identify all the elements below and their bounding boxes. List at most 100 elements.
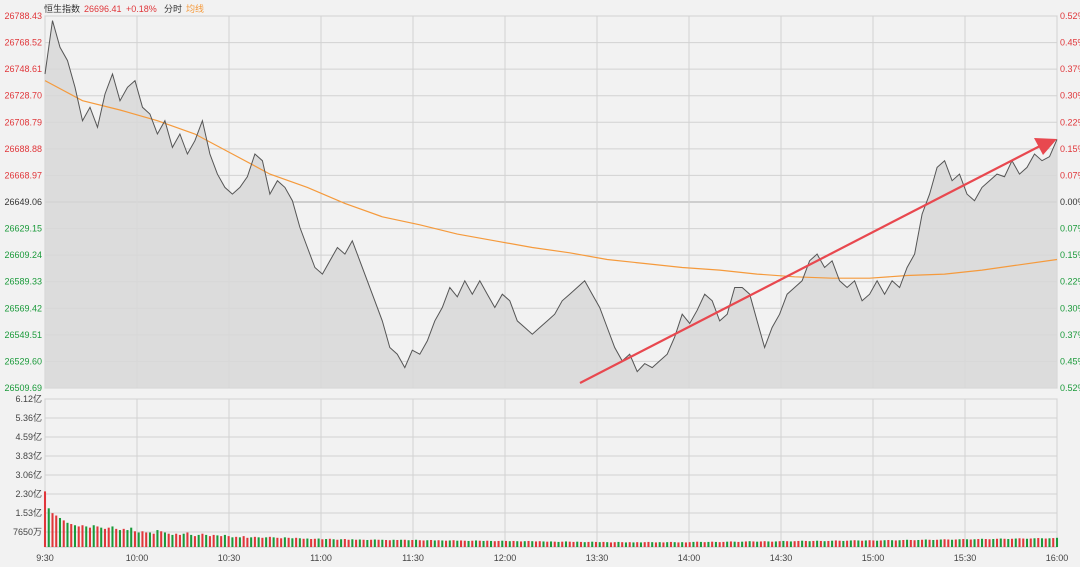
volume-bar [1022,538,1025,547]
volume-bar [280,538,283,547]
volume-bar [647,541,650,547]
volume-bar [467,540,470,547]
volume-bar [396,539,399,547]
volume-bar [669,541,672,547]
volume-bar [55,515,58,547]
volume-bar [921,539,924,547]
volume-bar [186,532,189,547]
volume-bar [1007,539,1010,547]
trend-arrow-line [579,145,1041,384]
volume-bar [894,540,897,547]
time-axis-labels: 9:30 10:00 10:30 11:00 11:30 12:00 13:30 14:00 1… [36,553,1068,563]
volume-bar [47,508,50,547]
volume-bar [624,542,627,547]
volume-bar [726,541,729,547]
volume-bar [66,522,69,547]
volume-bar [939,539,942,547]
volume-bar [310,539,313,547]
volume-bar [992,539,995,547]
volume-bar [666,542,669,547]
volume-bar [579,541,583,547]
price-line [44,20,1058,373]
volume-bar [534,541,538,547]
volume-bar [917,539,920,547]
volume-bar [193,536,196,547]
volume-bar [313,538,316,547]
volume-bar [1040,538,1044,547]
volume-bar [853,540,856,547]
volume-bar [287,537,290,547]
volume-tick-label: 2.30亿 [15,488,42,499]
volume-bar [722,541,725,547]
volume-bar [617,541,620,547]
volume-bar [1033,538,1036,547]
volume-bar [673,542,676,547]
volume-bar [238,537,241,547]
volume-bar [654,542,657,547]
volume-bar [876,540,879,547]
volume-bar [343,539,346,547]
volume-bar [831,540,834,547]
volume-bar [347,539,350,547]
price-tick-label: 26529.60 [4,356,42,366]
volume-bar [842,540,845,547]
volume-bar [51,513,54,547]
price-axis-labels: 26788.43 26768.52 26748.61 26728.70 26708.79… [4,11,42,393]
volume-bar [336,539,339,547]
volume-bar [868,540,871,547]
volume-bar [445,540,448,547]
volume-bar [422,540,425,547]
volume-bar [501,540,504,547]
volume-bar [692,541,695,547]
mode-label[interactable]: 分时 [164,3,182,14]
volume-bar [418,540,421,547]
volume-bar [516,541,519,547]
volume-bar [778,541,781,547]
volume-bar [561,541,564,547]
change-pct: +0.18% [126,4,157,14]
header-legend: 恒生指数 26696.41 +0.18% 分时 均线 [44,3,204,14]
volume-bar [887,539,890,547]
volume-bar [767,541,770,547]
volume-bar [317,538,320,547]
volume-bar [482,540,485,547]
volume-bar [797,540,800,547]
volume-bar [373,539,376,547]
volume-bar [883,540,886,547]
volume-bar [257,537,260,547]
volume-bar [463,540,466,547]
volume-bar [846,540,849,547]
avg-label[interactable]: 均线 [186,3,204,14]
volume-bar [448,540,451,547]
volume-bar [962,539,965,547]
price-tick-label: 26748.61 [4,64,42,74]
time-tick-label: 9:30 [36,553,54,563]
volume-bar [216,535,219,547]
percent-axis-labels: 0.52% 0.45% 0.37% 0.30% 0.22% 0.15% 0.07% 0.00%… [1060,11,1080,393]
volume-bar [546,541,549,547]
volume-bar [126,530,129,547]
volume-bar [632,542,635,547]
price-tick-label: 26728.70 [4,91,42,101]
volume-bar [167,533,170,547]
volume-bar [928,539,931,547]
volume-bar [538,541,541,547]
volume-bar [988,539,991,547]
volume-bar [636,542,639,547]
time-tick-label: 16:00 [1046,553,1069,563]
volume-bar [527,540,530,547]
volume-bar [969,539,972,547]
volume-bar [1029,538,1032,547]
volume-bar [861,540,864,547]
volume-bar [639,542,642,547]
time-tick-label: 14:30 [770,553,793,563]
percent-tick-label: 0.22% [1060,277,1080,287]
volume-bar [771,541,774,547]
volume-bar [752,541,755,547]
volume-bar [70,524,73,547]
volume-bar [549,541,553,547]
volume-bar [231,537,234,547]
volume-bar [103,528,106,547]
volume-bar [804,540,807,547]
